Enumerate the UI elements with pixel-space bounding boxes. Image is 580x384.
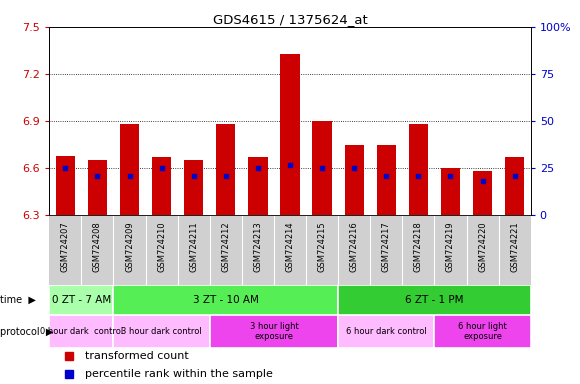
Text: GSM724212: GSM724212 xyxy=(222,221,230,271)
Bar xyxy=(338,285,531,314)
Text: 6 ZT - 1 PM: 6 ZT - 1 PM xyxy=(405,295,463,305)
Bar xyxy=(338,314,434,348)
Bar xyxy=(216,124,235,215)
Text: GSM724209: GSM724209 xyxy=(125,221,134,271)
Text: transformed count: transformed count xyxy=(85,351,189,361)
Text: GSM724213: GSM724213 xyxy=(253,221,262,272)
Text: 6 hour light
exposure: 6 hour light exposure xyxy=(458,322,507,341)
Text: GSM724208: GSM724208 xyxy=(93,221,102,272)
Text: GSM724207: GSM724207 xyxy=(61,221,70,272)
Bar xyxy=(280,54,300,215)
Bar xyxy=(114,285,338,314)
Bar xyxy=(248,157,267,215)
Text: percentile rank within the sample: percentile rank within the sample xyxy=(85,369,273,379)
Bar xyxy=(473,171,492,215)
Text: 6 hour dark control: 6 hour dark control xyxy=(346,327,427,336)
Text: 0 ZT - 7 AM: 0 ZT - 7 AM xyxy=(52,295,111,305)
Title: GDS4615 / 1375624_at: GDS4615 / 1375624_at xyxy=(213,13,367,26)
Bar xyxy=(313,121,332,215)
Bar xyxy=(376,145,396,215)
Text: 3 ZT - 10 AM: 3 ZT - 10 AM xyxy=(193,295,259,305)
Bar xyxy=(409,124,428,215)
Text: GSM724210: GSM724210 xyxy=(157,221,166,271)
Bar xyxy=(345,145,364,215)
Text: GSM724217: GSM724217 xyxy=(382,221,391,272)
Bar xyxy=(49,314,114,348)
Bar xyxy=(152,157,171,215)
Text: GSM724211: GSM724211 xyxy=(189,221,198,271)
Text: protocol  ▶: protocol ▶ xyxy=(0,326,53,336)
Bar xyxy=(434,314,531,348)
Text: 3 hour dark control: 3 hour dark control xyxy=(121,327,202,336)
Text: GSM724220: GSM724220 xyxy=(478,221,487,271)
Text: GSM724214: GSM724214 xyxy=(285,221,295,271)
Text: 3 hour light
exposure: 3 hour light exposure xyxy=(249,322,298,341)
Bar xyxy=(184,161,204,215)
Bar xyxy=(88,161,107,215)
Bar xyxy=(49,285,114,314)
Text: GSM724221: GSM724221 xyxy=(510,221,519,271)
Bar xyxy=(120,124,139,215)
Bar xyxy=(441,168,460,215)
Bar xyxy=(505,157,524,215)
Text: GSM724215: GSM724215 xyxy=(318,221,327,271)
Text: time  ▶: time ▶ xyxy=(0,295,36,305)
Bar xyxy=(210,314,338,348)
Text: GSM724219: GSM724219 xyxy=(446,221,455,271)
Bar xyxy=(56,156,75,215)
Text: 0 hour dark  control: 0 hour dark control xyxy=(40,327,123,336)
Bar xyxy=(114,314,210,348)
Text: GSM724218: GSM724218 xyxy=(414,221,423,272)
Text: GSM724216: GSM724216 xyxy=(350,221,358,272)
